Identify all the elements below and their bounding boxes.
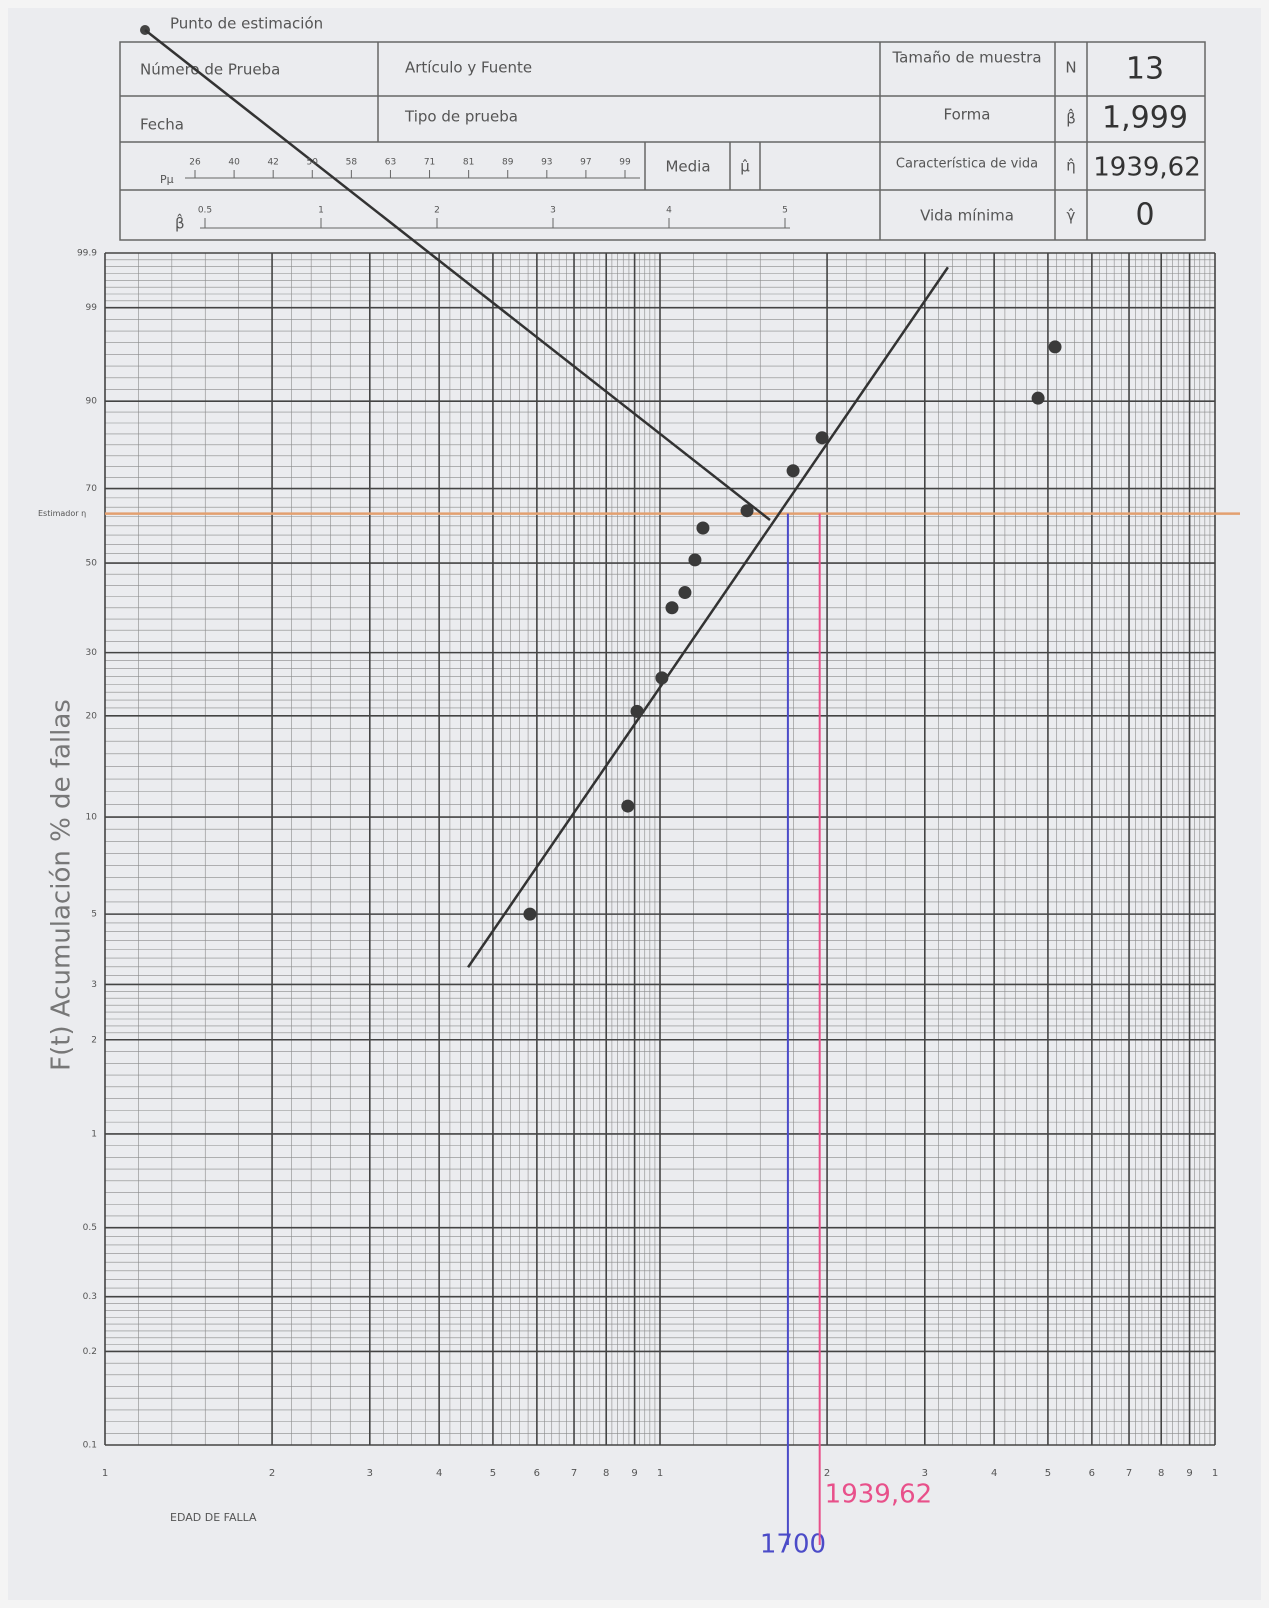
pmu-scale-label: 81 — [463, 158, 474, 168]
data-point — [688, 553, 701, 566]
x-axis-title: EDAD DE FALLA — [170, 1511, 257, 1524]
x-tick-label: 6 — [534, 1468, 540, 1479]
data-point — [1049, 340, 1062, 353]
x-tick-label: 3 — [367, 1468, 373, 1479]
beta-scale-label: 4 — [666, 206, 672, 216]
y-tick-label: 99.9 — [77, 249, 97, 259]
pmu-scale-label: 40 — [228, 158, 240, 168]
mean-symbol: μ̂ — [740, 158, 750, 176]
sample-size-symbol: N — [1065, 59, 1076, 77]
x-tick-label: 8 — [1158, 1468, 1164, 1479]
data-point — [1032, 392, 1045, 405]
beta-scale-label: 5 — [782, 206, 788, 216]
x-tick-label: 6 — [1089, 1468, 1095, 1479]
y-tick-label: 0.1 — [83, 1441, 97, 1451]
data-point — [621, 800, 634, 813]
shape-label: Forma — [944, 106, 991, 124]
article-source: Artículo y Fuente — [405, 59, 532, 77]
pmu-scale-label: 42 — [267, 158, 278, 168]
min-life: 0 — [1135, 198, 1154, 233]
beta-symbol: β̂ — [175, 213, 185, 233]
y-axis-title: F(t) Acumulación % de fallas — [47, 699, 77, 1071]
x-tick-label: 5 — [490, 1468, 496, 1479]
pmu-scale-label: 93 — [541, 158, 552, 168]
y-tick-label: 20 — [86, 711, 98, 721]
beta-scale-label: 1 — [318, 206, 324, 216]
x-tick-label: 7 — [1126, 1468, 1132, 1479]
life-symbol: η̂ — [1066, 157, 1076, 175]
data-point — [678, 586, 691, 599]
pmu-scale-label: 58 — [346, 158, 358, 168]
marker-label: 1700 — [760, 1530, 826, 1560]
sample-size: 13 — [1126, 52, 1164, 87]
eta-label: Estimador η — [38, 509, 86, 518]
life-value: 1939,62 — [1093, 153, 1201, 183]
y-tick-label: 30 — [86, 648, 98, 658]
shape-value: 1,999 — [1102, 101, 1188, 136]
pmu-scale-label: 97 — [580, 158, 591, 168]
x-tick-label: 2 — [824, 1468, 830, 1479]
y-tick-label: 1 — [91, 1129, 97, 1139]
weibull-sheet: Punto de estimación Número de Prueba Art… — [0, 0, 1269, 1608]
pmu-scale-label: 63 — [385, 158, 396, 168]
x-tick-label: 3 — [922, 1468, 928, 1479]
data-point — [523, 908, 536, 921]
shape-symbol: β̂ — [1066, 108, 1076, 128]
pmu-scale-label: 99 — [619, 158, 631, 168]
x-tick-label: 1 — [102, 1468, 108, 1479]
data-point — [787, 464, 800, 477]
pmu-scale-label: 71 — [424, 158, 435, 168]
date: Fecha — [140, 116, 184, 134]
sample-size-label: Tamaño de muestra — [891, 49, 1041, 67]
marker-label: 1939,62 — [825, 1480, 933, 1510]
y-tick-label: 70 — [86, 484, 98, 494]
pmu-symbol: Pμ — [160, 173, 174, 186]
test-type: Tipo de prueba — [404, 108, 518, 126]
x-tick-label: 8 — [603, 1468, 609, 1479]
x-tick-label: 4 — [991, 1468, 997, 1479]
data-point — [816, 431, 829, 444]
x-tick-label: 2 — [269, 1468, 275, 1479]
y-tick-label: 0.5 — [83, 1223, 97, 1233]
y-tick-label: 90 — [86, 397, 98, 407]
x-tick-label: 9 — [1186, 1468, 1192, 1479]
estimation-point-label: Punto de estimación — [170, 15, 323, 33]
y-tick-label: 10 — [86, 813, 98, 823]
y-tick-label: 2 — [91, 1035, 97, 1045]
pmu-scale-label: 89 — [502, 158, 514, 168]
y-tick-label: 3 — [91, 980, 97, 990]
beta-scale-label: 3 — [550, 206, 556, 216]
x-tick-label: 5 — [1045, 1468, 1051, 1479]
test-number: Número de Prueba — [140, 61, 280, 79]
x-tick-label: 7 — [571, 1468, 577, 1479]
y-tick-label: 5 — [91, 910, 97, 920]
x-tick-label: 1 — [1212, 1468, 1218, 1479]
min-life-label: Vida mínima — [920, 207, 1014, 225]
min-life-symbol: γ̂ — [1067, 207, 1076, 225]
data-point — [655, 671, 668, 684]
x-tick-label: 4 — [436, 1468, 442, 1479]
y-tick-label: 99 — [86, 303, 98, 313]
data-point — [696, 521, 709, 534]
beta-scale-label: 0.5 — [198, 206, 212, 216]
x-tick-label: 9 — [631, 1468, 637, 1479]
x-tick-label: 1 — [657, 1468, 663, 1479]
pmu-scale-label: 26 — [189, 158, 201, 168]
data-point — [665, 601, 678, 614]
pmu-scale-label: 50 — [307, 158, 319, 168]
y-tick-label: 50 — [86, 559, 98, 569]
beta-scale-label: 2 — [434, 206, 440, 216]
life-label: Característica de vida — [896, 157, 1038, 172]
mean-label: Media — [665, 158, 710, 176]
y-tick-label: 0.3 — [83, 1292, 97, 1302]
data-point — [631, 705, 644, 718]
y-tick-label: 0.2 — [83, 1347, 97, 1357]
